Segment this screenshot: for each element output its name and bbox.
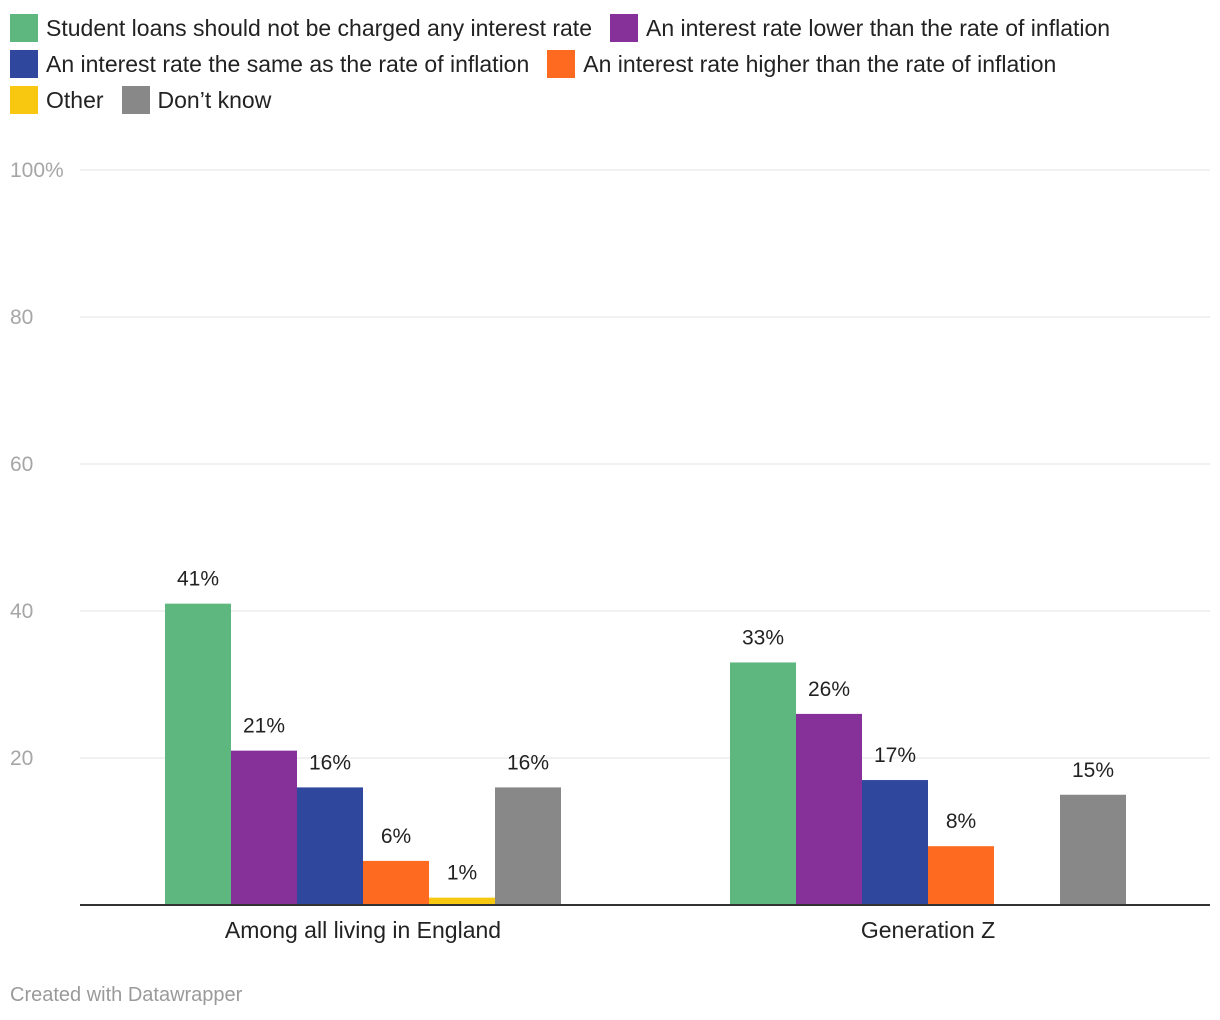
legend-item-other: Other (10, 86, 104, 114)
data-label: 15% (1072, 759, 1114, 782)
bar (862, 780, 928, 905)
bar (1060, 794, 1126, 905)
legend: Student loans should not be charged any … (10, 10, 1210, 118)
legend-swatch (609, 14, 638, 42)
y-tick-label: 80 (10, 306, 33, 329)
data-label: 8% (946, 810, 976, 833)
bar (495, 787, 561, 905)
x-category-label: Generation Z (861, 917, 995, 943)
legend-label: Other (46, 86, 104, 113)
bar (429, 897, 495, 905)
legend-label: An interest rate the same as the rate of… (46, 50, 530, 77)
legend-label: Don’t know (157, 86, 272, 113)
y-tick-label: 20 (10, 747, 33, 770)
legend-swatch (547, 50, 576, 78)
legend-label: An interest rate higher than the rate of… (583, 50, 1057, 77)
y-tick-label: 40 (10, 600, 33, 623)
bar (730, 662, 796, 905)
x-category-label: Among all living in England (225, 917, 501, 943)
data-label: 6% (381, 825, 411, 848)
legend-label: An interest rate lower than the rate of … (645, 14, 1111, 41)
data-label: 16% (507, 751, 549, 774)
bar (231, 750, 297, 905)
legend-swatch (10, 14, 38, 42)
bar (796, 713, 862, 905)
data-label: 1% (447, 862, 477, 885)
data-label: 41% (177, 568, 219, 591)
legend-item-higher-than-inflation: An interest rate higher than the rate of… (547, 50, 1056, 78)
data-label: 17% (874, 744, 916, 767)
legend-item-no-interest: Student loans should not be charged any … (10, 14, 592, 42)
legend-item-same-as-inflation: An interest rate the same as the rate of… (10, 50, 529, 78)
bar (928, 846, 994, 905)
legend-row: Other Don’t know (10, 82, 1210, 118)
data-label: 21% (243, 715, 285, 738)
legend-label: Student loans should not be charged any … (46, 14, 592, 41)
bar (165, 603, 231, 905)
data-label: 26% (808, 678, 850, 701)
legend-item-dont-know: Don’t know (121, 86, 272, 114)
data-label: 16% (309, 751, 351, 774)
bar (363, 860, 429, 905)
data-label: 33% (742, 626, 784, 649)
legend-row: An interest rate the same as the rate of… (10, 46, 1210, 82)
y-tick-label: 60 (10, 453, 33, 476)
footer-credit: Created with Datawrapper (10, 984, 243, 1006)
legend-item-lower-than-inflation: An interest rate lower than the rate of … (609, 14, 1111, 42)
legend-swatch (121, 86, 150, 114)
legend-row: Student loans should not be charged any … (10, 10, 1210, 46)
bar (297, 787, 363, 905)
legend-swatch (10, 50, 38, 78)
legend-swatch (10, 86, 38, 114)
y-tick-label: 100% (10, 159, 64, 182)
